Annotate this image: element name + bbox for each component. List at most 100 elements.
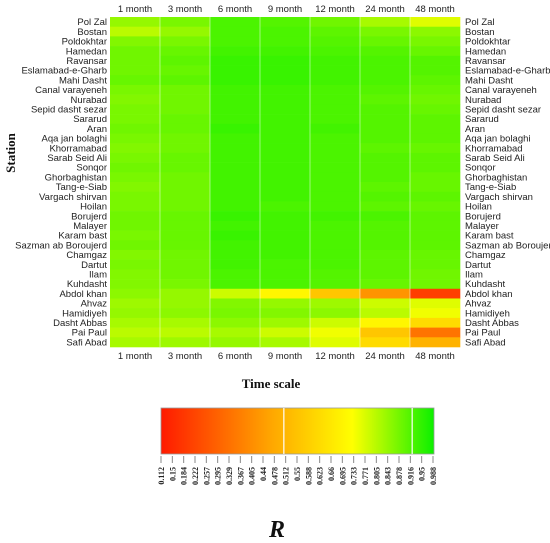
heatmap-cell bbox=[160, 337, 211, 348]
row-label-right: Pol Zal bbox=[465, 17, 495, 28]
heatmap-cell bbox=[360, 26, 411, 37]
heatmap-cell bbox=[310, 104, 361, 115]
row-label-right: Ghorbaghistan bbox=[465, 172, 527, 183]
heatmap-cell bbox=[360, 230, 411, 241]
heatmap-cell bbox=[160, 220, 211, 231]
heatmap-cell bbox=[110, 269, 161, 280]
colorbar-ticks: 0.112 0.15 0.184 0.222 0.257 0.295 0.329 0.367 0… bbox=[157, 408, 438, 485]
heatmap-cell bbox=[160, 36, 211, 47]
heatmap-cell bbox=[360, 36, 411, 47]
heatmap-cell bbox=[310, 36, 361, 47]
heatmap-cell bbox=[410, 220, 461, 231]
heatmap-cell bbox=[310, 191, 361, 202]
heatmap-cell bbox=[410, 317, 461, 328]
heatmap-cell bbox=[410, 298, 461, 309]
heatmap-cell bbox=[260, 143, 311, 154]
row-label-left: Sararud bbox=[73, 114, 107, 125]
heatmap-cell bbox=[360, 249, 411, 260]
heatmap-cell bbox=[310, 55, 361, 66]
heatmap-cell bbox=[410, 46, 461, 57]
heatmap-cell bbox=[110, 317, 161, 328]
heatmap-cell bbox=[310, 279, 361, 290]
row-label-right: Sazman ab Boroujerd bbox=[465, 240, 550, 251]
heatmap-cell bbox=[110, 36, 161, 47]
heatmap-cell bbox=[310, 201, 361, 212]
row-label-right: Ilam bbox=[465, 270, 483, 281]
heatmap-cell bbox=[210, 94, 261, 105]
heatmap-cell bbox=[160, 152, 211, 163]
heatmap-cell bbox=[360, 143, 411, 154]
row-label-left: Bostan bbox=[77, 27, 107, 38]
heatmap-cell bbox=[160, 84, 211, 95]
heatmap-cell bbox=[360, 17, 411, 28]
heatmap-cell bbox=[210, 75, 261, 86]
row-label-right: Malayer bbox=[465, 221, 499, 232]
heatmap-cell bbox=[310, 182, 361, 193]
colorbar-title: R bbox=[268, 517, 285, 543]
row-label-left: Malayer bbox=[73, 221, 107, 232]
heatmap-cell bbox=[310, 133, 361, 144]
heatmap-cell bbox=[110, 162, 161, 173]
right-row-labels: Pol ZalBostanPoldokhtarHamedanRavansarEs… bbox=[465, 17, 550, 348]
heatmap-cell bbox=[410, 162, 461, 173]
heatmap-cell bbox=[360, 162, 411, 173]
heatmap-cell bbox=[360, 55, 411, 66]
heatmap-cell bbox=[110, 17, 161, 28]
heatmap-cell bbox=[210, 191, 261, 202]
heatmap-cell bbox=[260, 308, 311, 319]
column-label-top: 24 month bbox=[365, 4, 405, 15]
colorbar-tick-label: 0.66 bbox=[327, 467, 336, 481]
heatmap-cell bbox=[260, 288, 311, 299]
row-label-right: Hamidiyeh bbox=[465, 308, 510, 319]
heatmap-cell bbox=[260, 220, 311, 231]
heatmap-cell bbox=[410, 36, 461, 47]
row-label-right: Canal varayeneh bbox=[465, 85, 537, 96]
heatmap-cell bbox=[210, 182, 261, 193]
heatmap-cell bbox=[160, 17, 211, 28]
heatmap-cell bbox=[210, 133, 261, 144]
heatmap-cell bbox=[210, 288, 261, 299]
heatmap-cell bbox=[260, 240, 311, 251]
colorbar-tick-label: 0.112 bbox=[157, 467, 166, 485]
heatmap-cell bbox=[210, 162, 261, 173]
heatmap-cell bbox=[410, 211, 461, 222]
heatmap-cell bbox=[110, 298, 161, 309]
heatmap-cell bbox=[310, 172, 361, 183]
heatmap-cell bbox=[160, 104, 211, 115]
heatmap-cell bbox=[260, 55, 311, 66]
heatmap-cell bbox=[160, 65, 211, 76]
heatmap-cell bbox=[210, 211, 261, 222]
heatmap-cell bbox=[160, 172, 211, 183]
heatmap-cell bbox=[260, 230, 311, 241]
heatmap-cell bbox=[260, 191, 311, 202]
heatmap-cell bbox=[160, 269, 211, 280]
heatmap-cell bbox=[310, 75, 361, 86]
heatmap-cell bbox=[160, 123, 211, 134]
heatmap-cell bbox=[360, 288, 411, 299]
heatmap-cell bbox=[160, 230, 211, 241]
heatmap-cell bbox=[410, 84, 461, 95]
column-label-bottom: 48 month bbox=[415, 351, 455, 362]
heatmap-cell bbox=[410, 55, 461, 66]
colorbar-tick-label: 0.988 bbox=[429, 467, 438, 485]
row-label-right: Aran bbox=[465, 124, 485, 135]
heatmap-cell bbox=[360, 298, 411, 309]
heatmap-cell bbox=[210, 55, 261, 66]
heatmap-cell bbox=[310, 327, 361, 338]
row-label-right: Hoilan bbox=[465, 202, 492, 213]
heatmap-cell bbox=[160, 327, 211, 338]
colorbar-tick-label: 0.367 bbox=[236, 467, 245, 485]
row-label-left: Vargach shirvan bbox=[39, 192, 107, 203]
row-label-right: Kuhdasht bbox=[465, 279, 506, 290]
heatmap-cell bbox=[110, 123, 161, 134]
heatmap-cell bbox=[260, 327, 311, 338]
row-label-right: Ravansar bbox=[465, 56, 506, 67]
heatmap-cell bbox=[210, 152, 261, 163]
heatmap-cell bbox=[310, 162, 361, 173]
heatmap-cell bbox=[110, 211, 161, 222]
row-label-right: Sonqor bbox=[465, 163, 496, 174]
row-label-left: Hamidiyeh bbox=[62, 308, 107, 319]
heatmap-cell bbox=[360, 133, 411, 144]
heatmap-cell bbox=[410, 172, 461, 183]
heatmap-cell bbox=[110, 46, 161, 57]
